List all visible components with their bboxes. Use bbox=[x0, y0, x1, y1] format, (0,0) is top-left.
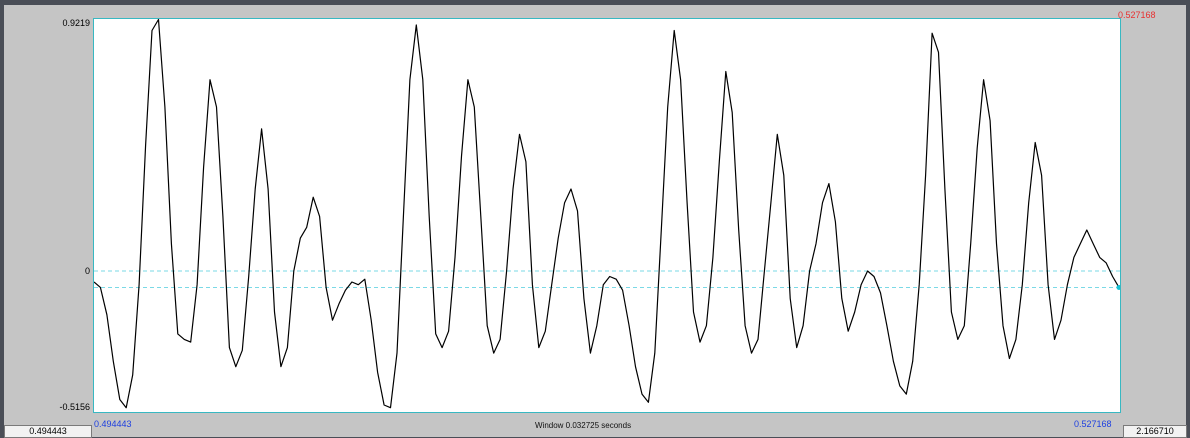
selection-end-label: 0.527168 bbox=[1074, 419, 1112, 429]
selection-start-label: 0.494443 bbox=[94, 419, 132, 429]
waveform-canvas[interactable] bbox=[94, 19, 1120, 412]
cursor-time-label: 0.527168 bbox=[1118, 10, 1156, 20]
y-axis-min-label: -0.5156 bbox=[59, 402, 90, 412]
visible-range-start-box[interactable]: 0.494443 bbox=[4, 425, 92, 438]
waveform-trace bbox=[94, 19, 1120, 409]
y-axis-zero-label: 0 bbox=[84, 266, 90, 276]
cursor-marker[interactable] bbox=[1116, 284, 1121, 290]
waveform-plot-area[interactable] bbox=[93, 18, 1121, 413]
y-axis-max-label: 0.9219 bbox=[62, 18, 90, 28]
window-duration-label: Window 0.032725 seconds bbox=[535, 421, 632, 430]
visible-range-end-box[interactable]: 2.166710 bbox=[1123, 425, 1187, 438]
